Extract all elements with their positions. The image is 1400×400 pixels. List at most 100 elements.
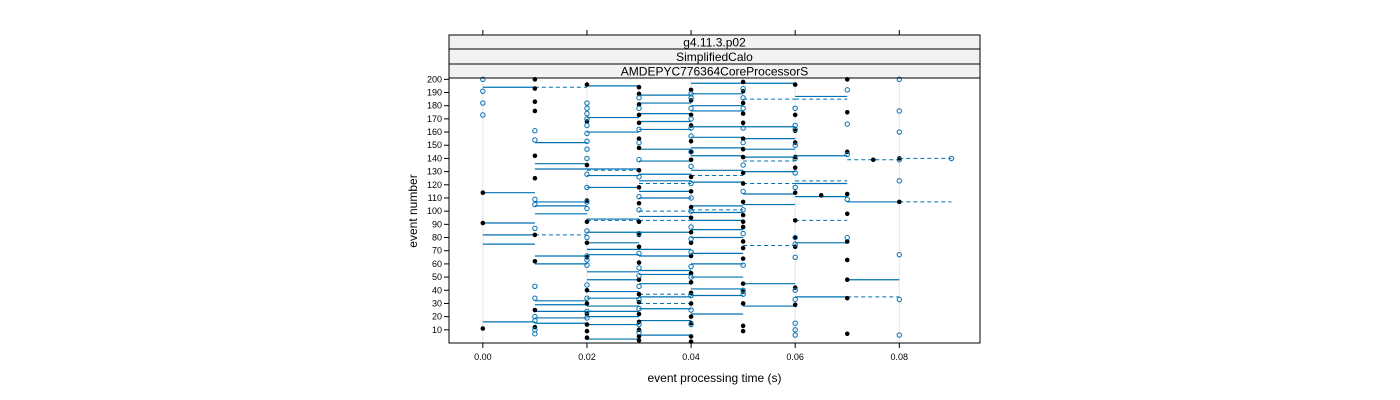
point-open <box>740 291 746 297</box>
point-filled <box>792 128 798 134</box>
point-open <box>480 112 486 118</box>
point-filled <box>532 153 538 159</box>
point-filled <box>844 239 850 244</box>
y-tick-label: 60 <box>432 259 442 269</box>
point-filled <box>740 146 746 152</box>
point-open <box>844 196 850 202</box>
point-open <box>480 100 486 106</box>
point-open <box>688 274 694 280</box>
point-filled <box>844 191 850 197</box>
point-filled <box>636 84 642 90</box>
point-open <box>584 205 590 212</box>
point-open <box>584 122 590 129</box>
point-open <box>532 225 538 231</box>
point-filled <box>532 307 538 313</box>
point-filled <box>636 145 642 151</box>
y-tick-label: 160 <box>427 127 442 137</box>
point-filled <box>844 211 850 217</box>
point-open <box>532 295 538 301</box>
point-open <box>688 321 694 328</box>
point-open <box>896 157 903 163</box>
y-axis: 10 20 30 40 50 60 70 80 90 100 110 120 130 140 150 160 1… <box>427 74 449 335</box>
point-filled <box>740 212 746 218</box>
point-open <box>792 234 798 241</box>
y-tick-label: 70 <box>432 246 442 256</box>
x-tick-label: 0.04 <box>682 352 700 362</box>
point-filled <box>636 120 642 126</box>
point-open <box>688 236 694 242</box>
point-filled <box>688 215 694 221</box>
point-open <box>792 296 798 303</box>
point-filled <box>480 326 486 331</box>
point-filled <box>636 185 642 190</box>
point-open <box>584 130 590 137</box>
point-open <box>688 133 694 139</box>
point-open <box>584 105 590 112</box>
point-filled <box>740 111 746 116</box>
point-open <box>792 142 798 148</box>
point-open <box>584 282 590 288</box>
point-open <box>792 327 798 333</box>
point-open <box>792 105 798 112</box>
point-filled <box>792 218 798 223</box>
point-open <box>532 196 538 202</box>
point-filled <box>480 190 486 196</box>
point-open <box>792 126 798 133</box>
point-open <box>792 287 798 293</box>
point-filled <box>897 156 902 161</box>
point-open <box>740 207 746 213</box>
point-filled <box>740 219 746 225</box>
point-open <box>792 332 798 338</box>
point-open <box>688 208 694 214</box>
point-open <box>480 88 486 94</box>
point-open <box>792 184 798 191</box>
point-open <box>636 283 642 290</box>
point-filled <box>792 82 798 87</box>
point-open <box>896 296 903 303</box>
y-tick-label: 40 <box>432 285 442 295</box>
panel-frame <box>448 77 981 344</box>
point-open <box>740 125 746 131</box>
strip-1-label: g4.11.3.p02 <box>683 36 746 50</box>
point-filled <box>740 170 746 176</box>
point-open <box>584 116 590 122</box>
point-filled <box>844 277 850 283</box>
y-tick-label: 50 <box>432 272 442 282</box>
y-tick-label: 130 <box>427 167 442 177</box>
point-filled <box>636 91 642 97</box>
x-axis-title: event processing time (s) <box>647 371 781 385</box>
point-filled <box>844 109 850 115</box>
point-filled <box>480 220 486 226</box>
point-open <box>688 307 694 313</box>
point-filled <box>584 240 590 246</box>
point-filled <box>532 86 538 91</box>
point-filled <box>740 301 746 306</box>
point-filled <box>740 328 746 334</box>
point-filled <box>740 239 746 244</box>
point-filled <box>740 136 746 141</box>
point-open <box>532 317 538 324</box>
point-filled <box>688 157 694 163</box>
y-tick-label: 10 <box>432 325 442 335</box>
point-open <box>844 151 850 158</box>
point-open <box>636 296 642 303</box>
point-filled <box>688 334 694 339</box>
point-open <box>948 155 955 162</box>
point-open <box>740 95 746 101</box>
point-open <box>584 184 590 191</box>
point-open <box>584 146 590 152</box>
y-tick-label: 20 <box>432 312 442 322</box>
point-open <box>688 249 694 255</box>
point-filled <box>636 291 642 297</box>
point-open <box>532 331 538 337</box>
point-filled <box>688 189 694 194</box>
point-open <box>584 257 590 263</box>
point-open <box>844 87 850 93</box>
point-open <box>636 321 642 328</box>
point-open <box>636 207 642 213</box>
point-open <box>636 105 642 112</box>
point-open <box>584 295 590 301</box>
point-filled <box>584 322 590 327</box>
point-open <box>688 95 694 101</box>
